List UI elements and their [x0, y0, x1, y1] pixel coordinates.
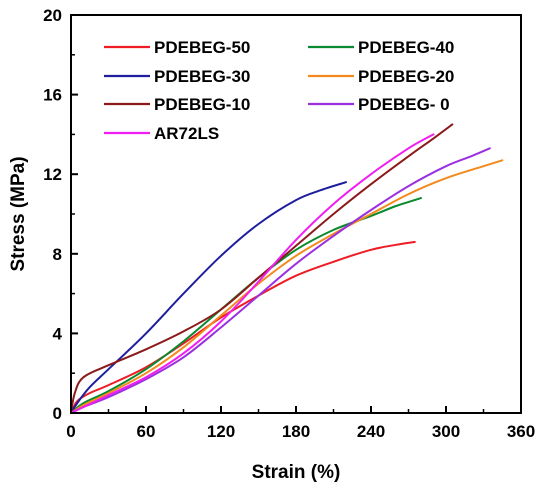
y-axis-title: Stress (MPa) [8, 156, 29, 271]
series-line-pdebeg-10 [70, 123, 454, 414]
legend-label: PDEBEG-30 [154, 67, 250, 86]
series-line-ar72ls [70, 133, 435, 414]
series-line-pdebeg-0 [70, 147, 491, 414]
x-tick-label: 240 [357, 422, 385, 441]
x-axis-title: Strain (%) [252, 462, 341, 483]
x-tick-label: 120 [207, 422, 235, 441]
legend-label: PDEBEG-20 [358, 67, 454, 86]
series-line-pdebeg-20 [70, 159, 504, 414]
y-tick-label: 16 [43, 86, 62, 105]
y-tick-label: 4 [53, 324, 63, 343]
legend: PDEBEG-50 PDEBEG-40 PDEBEG-30 PDEBEG-20 PDEB… [104, 38, 454, 143]
ticks-layer: 0 60 120 180 240 300 360 0 4 8 12 16 20 [43, 6, 535, 441]
series-line-pdebeg-30 [70, 181, 347, 414]
legend-label: PDEBEG-50 [154, 38, 250, 57]
series-line-pdebeg-50 [70, 240, 416, 414]
y-tick-label: 8 [53, 245, 62, 264]
legend-label: AR72LS [154, 124, 219, 143]
y-tick-label: 20 [43, 6, 62, 25]
legend-label: PDEBEG-40 [358, 38, 454, 57]
legend-label: PDEBEG-10 [154, 95, 250, 114]
x-tick-label: 300 [432, 422, 460, 441]
x-tick-label: 180 [282, 422, 310, 441]
y-tick-label: 12 [43, 165, 62, 184]
x-tick-label: 360 [507, 422, 535, 441]
y-tick-label: 0 [53, 404, 62, 423]
x-tick-label: 60 [137, 422, 156, 441]
legend-label: PDEBEG- 0 [358, 95, 450, 114]
series-layer [70, 123, 504, 414]
x-tick-label: 0 [66, 422, 75, 441]
